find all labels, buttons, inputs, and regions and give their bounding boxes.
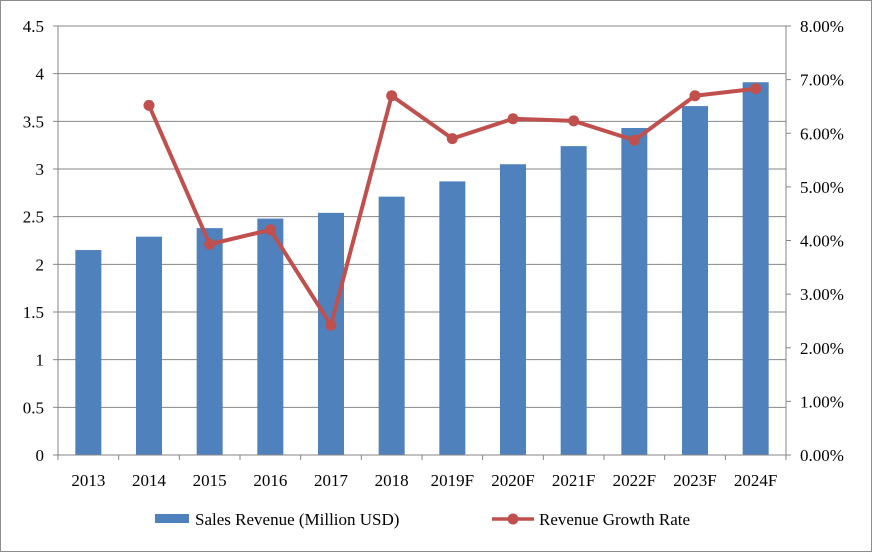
legend-bar-label: Sales Revenue (Million USD) [195, 510, 399, 529]
y-axis-right-ticks: 0.00% 1.00% 2.00% 3.00% 4.00% 5.00% 6.00% 7.00%… [800, 17, 844, 465]
bar-2022F [621, 128, 648, 456]
x-tick-label: 2021F [552, 471, 595, 490]
growth-point-2023F [689, 90, 701, 102]
x-tick-label: 2016 [253, 471, 287, 490]
bar-2016 [257, 218, 284, 455]
y-left-tick-label: 4 [36, 65, 45, 84]
bar-2018 [378, 196, 405, 455]
legend: Sales Revenue (Million USD) Revenue Grow… [155, 510, 690, 529]
y-left-tick-label: 0 [36, 446, 45, 465]
y-axis-left-ticks: 0 0.5 1 1.5 2 2.5 3 3.5 4 4.5 [23, 17, 45, 465]
legend-line-marker [507, 513, 519, 525]
line-series [143, 83, 762, 331]
bar-2017 [318, 212, 344, 455]
x-tick-label: 2019F [431, 471, 474, 490]
x-tick-label: 2024F [734, 471, 777, 490]
y-left-tick-label: 1 [36, 351, 45, 370]
y-right-tick-label: 8.00% [800, 17, 844, 36]
growth-point-2020F [507, 113, 519, 125]
x-tick-label: 2013 [71, 471, 105, 490]
y-right-tick-label: 2.00% [800, 339, 844, 358]
y-right-tick-label: 0.00% [800, 446, 844, 465]
bar-2023F [682, 106, 708, 455]
growth-point-2018 [386, 90, 398, 102]
growth-point-2022F [628, 134, 640, 146]
bar-2021F [560, 146, 587, 455]
bar-2020F [500, 164, 526, 455]
bar-2015 [196, 228, 223, 455]
bar-2024F [742, 82, 769, 455]
growth-point-2015 [204, 238, 216, 250]
y-left-tick-label: 4.5 [23, 17, 44, 36]
y-right-tick-label: 6.00% [800, 124, 844, 143]
bar-2019F [439, 181, 466, 456]
y-left-tick-label: 1.5 [23, 303, 44, 322]
y-right-tick-label: 1.00% [800, 392, 844, 411]
x-tick-label: 2022F [613, 471, 656, 490]
bar-series [75, 82, 769, 456]
x-tick-label: 2017 [314, 471, 349, 490]
y-left-tick-label: 0.5 [23, 398, 44, 417]
x-tick-label: 2018 [375, 471, 409, 490]
y-right-tick-label: 3.00% [800, 285, 844, 304]
axes [53, 25, 791, 460]
growth-point-2019F [446, 133, 458, 145]
x-axis-ticks: 2013 2014 2015 2016 2017 2018 2019F 2020F 2021F 2… [71, 471, 777, 490]
y-left-tick-label: 3.5 [23, 112, 44, 131]
growth-point-2024F [750, 83, 762, 95]
growth-point-2021F [568, 115, 580, 127]
x-tick-label: 2020F [491, 471, 534, 490]
bar-2014 [136, 236, 162, 455]
bar-2013 [75, 250, 102, 455]
x-tick-label: 2015 [193, 471, 227, 490]
growth-point-2017 [325, 319, 337, 331]
growth-point-2014 [143, 99, 155, 111]
x-tick-label: 2014 [132, 471, 167, 490]
y-right-tick-label: 5.00% [800, 178, 844, 197]
gridlines [58, 25, 786, 408]
legend-line-label: Revenue Growth Rate [539, 510, 690, 529]
legend-bar-swatch [155, 514, 189, 523]
y-right-tick-label: 4.00% [800, 232, 844, 251]
y-left-tick-label: 2 [36, 255, 45, 274]
x-tick-label: 2023F [673, 471, 716, 490]
y-left-tick-label: 3 [36, 160, 45, 179]
y-right-tick-label: 7.00% [800, 71, 844, 90]
y-left-tick-label: 2.5 [23, 208, 44, 227]
growth-point-2016 [264, 224, 276, 236]
